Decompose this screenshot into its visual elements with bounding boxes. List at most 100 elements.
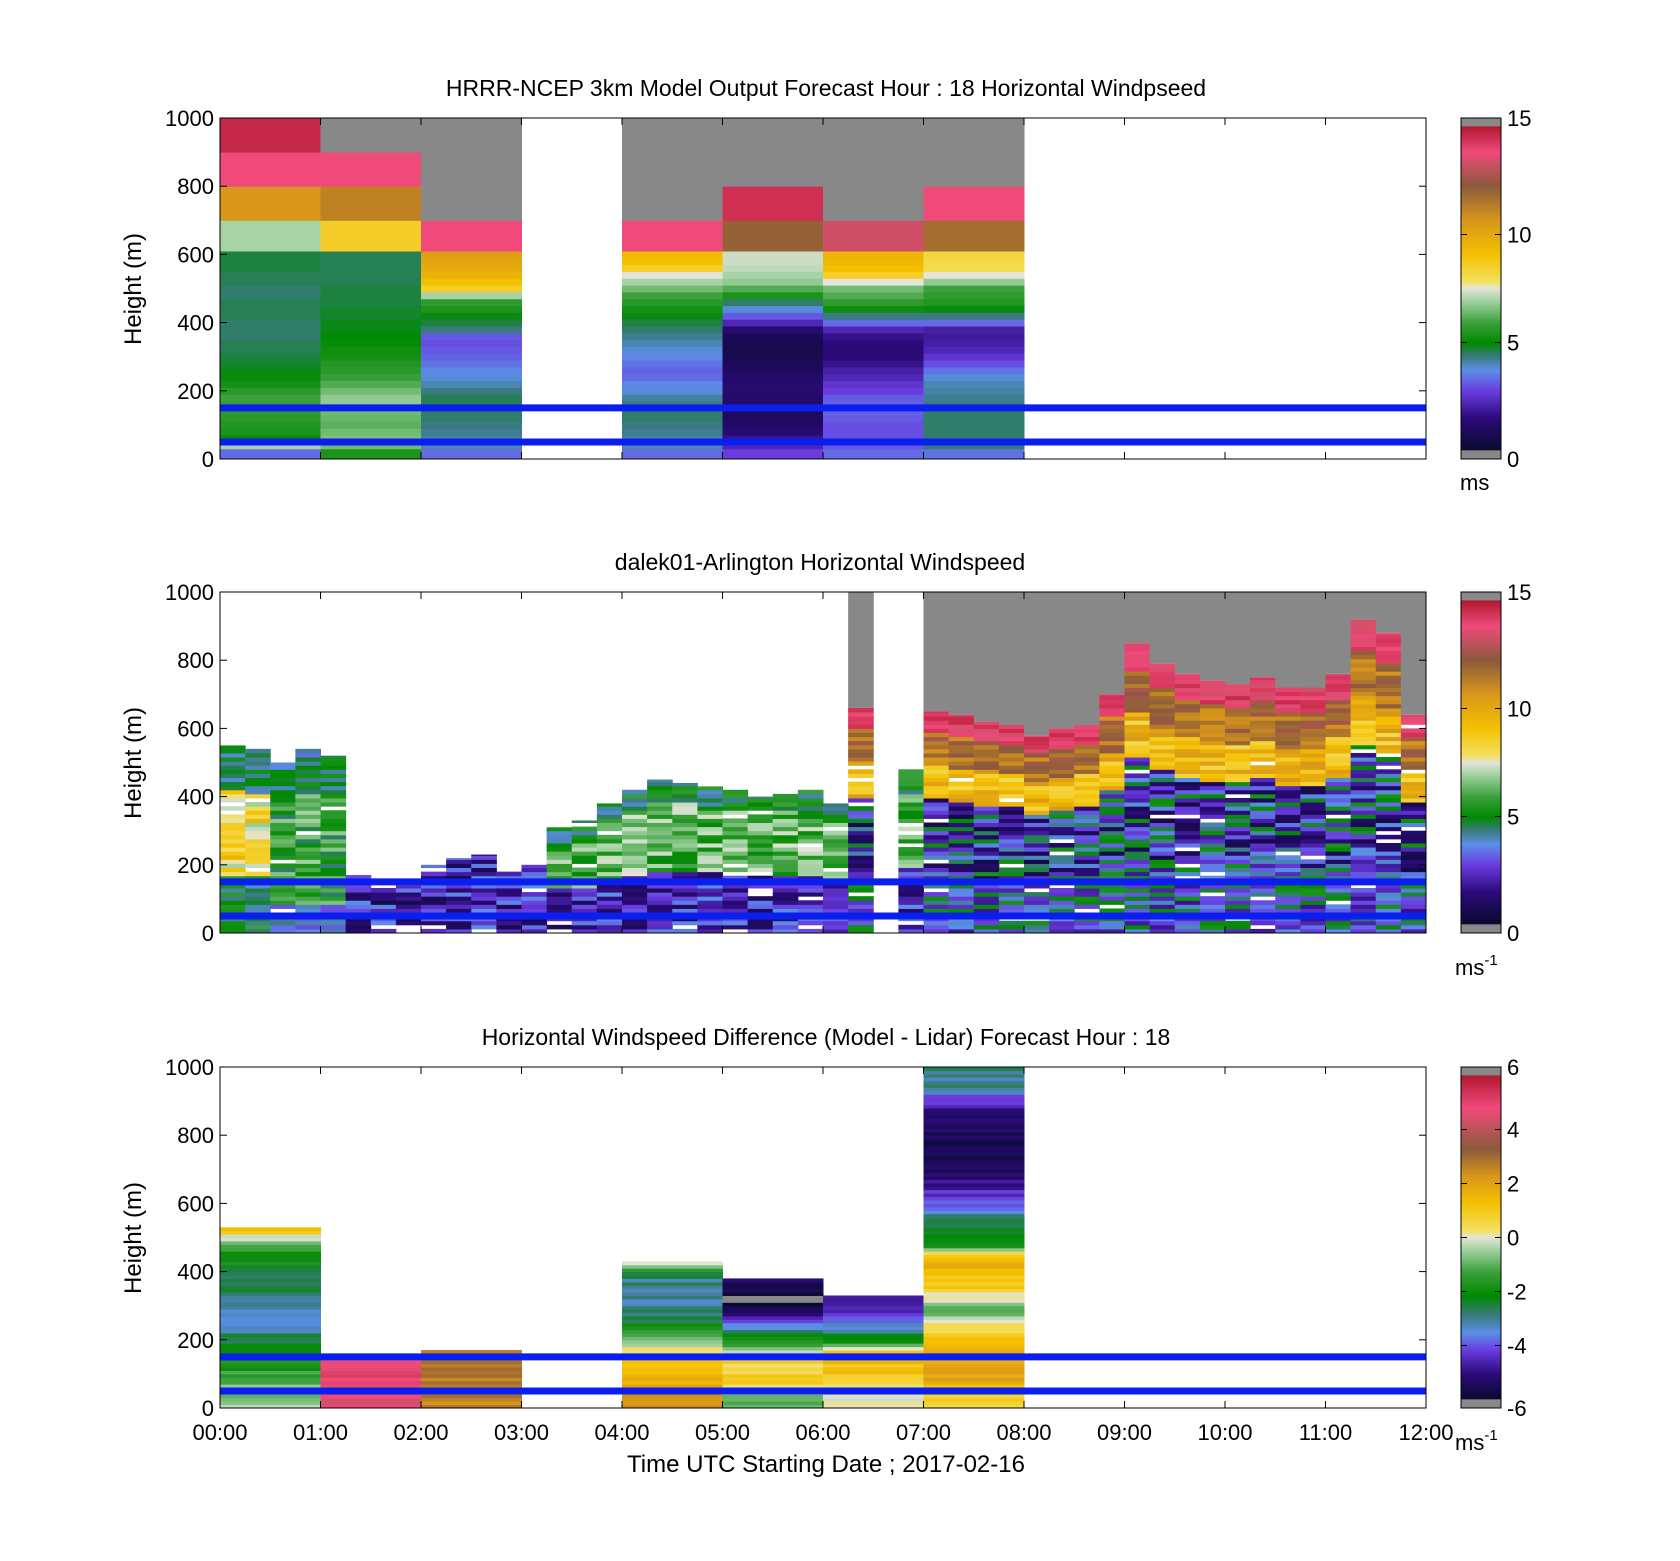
heatmap-cell	[421, 346, 522, 354]
heatmap-cell	[1275, 892, 1301, 897]
heatmap-cell	[421, 278, 522, 286]
heatmap-cell	[747, 920, 774, 926]
heatmap-cell	[772, 793, 799, 799]
heatmap-cell	[1174, 802, 1201, 807]
heatmap-cell	[320, 892, 347, 897]
heatmap-cell	[220, 1240, 321, 1245]
heatmap-cell	[672, 900, 698, 905]
heatmap-cell	[1250, 859, 1276, 864]
heatmap-cell	[1099, 694, 1125, 697]
heatmap-cell	[220, 855, 246, 860]
heatmap-cell	[722, 851, 749, 856]
heatmap-cell	[923, 380, 1025, 388]
heatmap-cell	[220, 285, 321, 293]
heatmap-cell	[1099, 892, 1125, 897]
heatmap-cell	[220, 366, 321, 375]
heatmap-cell	[1024, 735, 1050, 738]
heatmap-cell	[622, 428, 723, 436]
heatmap-cell	[923, 1084, 1025, 1088]
heatmap-cell	[622, 920, 648, 926]
heatmap-cell	[245, 806, 271, 811]
heatmap-cell	[1250, 883, 1276, 889]
heatmap-cell	[923, 285, 1025, 293]
heatmap-cell	[923, 1346, 1025, 1351]
heatmap-cell	[998, 752, 1025, 758]
heatmap-cell	[948, 863, 975, 869]
heatmap-cell	[1375, 761, 1402, 766]
heatmap-cell	[421, 1404, 522, 1409]
heatmap-cell	[722, 1350, 824, 1354]
heatmap-cell	[1375, 724, 1402, 729]
heatmap-cell	[622, 1363, 723, 1368]
heatmap-cell	[923, 1264, 1025, 1269]
heatmap-cell	[1375, 789, 1402, 795]
heatmap-cell	[1350, 662, 1377, 668]
heatmap-cell	[1074, 744, 1100, 750]
heatmap-cell	[270, 842, 296, 848]
heatmap-cell	[772, 822, 799, 828]
heatmap-cell	[823, 892, 849, 897]
heatmap-cell	[722, 346, 824, 354]
heatmap-cell	[1099, 797, 1125, 803]
heatmap-cell	[848, 908, 874, 914]
heatmap-cell	[1124, 667, 1151, 672]
heatmap-cell	[772, 920, 799, 926]
heatmap-cell	[1174, 691, 1201, 697]
heatmap-cell	[923, 186, 1025, 221]
heatmap-cell	[973, 806, 1000, 811]
heatmap-cell	[220, 1326, 321, 1331]
heatmap-cell	[722, 387, 824, 395]
heatmap-cell	[1099, 900, 1125, 905]
heatmap-cell	[245, 802, 271, 807]
heatmap-cell	[1400, 838, 1427, 844]
y-tick-label: 400	[177, 1260, 214, 1285]
heatmap-cell	[622, 448, 723, 460]
heatmap-cell	[220, 1343, 321, 1348]
heatmap-cell	[1099, 765, 1125, 770]
heatmap-cell	[1199, 724, 1226, 729]
heatmap-cell	[571, 838, 598, 844]
heatmap-cell	[697, 789, 723, 795]
y-tick-label: 800	[177, 174, 214, 199]
heatmap-cell	[973, 777, 1000, 783]
heatmap-cell	[1149, 859, 1176, 864]
heatmap-cell	[1099, 806, 1125, 811]
heatmap-cell	[1325, 691, 1352, 697]
heatmap-cell	[823, 1339, 924, 1344]
heatmap-cell	[1149, 683, 1176, 688]
heatmap-cell	[1149, 687, 1176, 693]
heatmap-cell	[797, 789, 824, 795]
heatmap-cell	[923, 257, 1025, 266]
heatmap-cell	[797, 802, 824, 807]
heatmap-cell	[722, 1305, 824, 1310]
y-tick-label: 1000	[165, 1055, 214, 1080]
heatmap-cell	[722, 380, 824, 388]
heatmap-cell	[1124, 806, 1151, 811]
heatmap-cell	[1149, 883, 1176, 889]
heatmap-cell	[747, 814, 774, 819]
heatmap-cell	[823, 1401, 924, 1406]
heatmap-cell	[421, 285, 522, 293]
heatmap-cell	[1350, 920, 1377, 926]
heatmap-cell	[797, 892, 824, 897]
heatmap-cell	[270, 810, 296, 815]
heatmap-cell	[1024, 871, 1050, 877]
heatmap-cell	[1400, 867, 1427, 873]
heatmap-cell	[772, 802, 799, 807]
heatmap-cell	[1250, 900, 1276, 905]
no-data-cell	[1250, 592, 1276, 678]
heatmap-cell	[245, 777, 271, 783]
heatmap-cell	[220, 186, 321, 221]
heatmap-cell	[1350, 728, 1377, 733]
heatmap-cell	[446, 859, 472, 864]
heatmap-cell	[295, 777, 321, 783]
heatmap-cell	[1049, 847, 1075, 852]
heatmap-cell	[1275, 863, 1301, 869]
heatmap-cell	[923, 1220, 1025, 1225]
heatmap-cell	[1225, 757, 1251, 762]
heatmap-cell	[1375, 887, 1402, 893]
heatmap-cell	[345, 875, 372, 877]
heatmap-cell	[1024, 785, 1050, 791]
heatmap-cell	[722, 887, 749, 893]
heatmap-cell	[471, 904, 497, 909]
